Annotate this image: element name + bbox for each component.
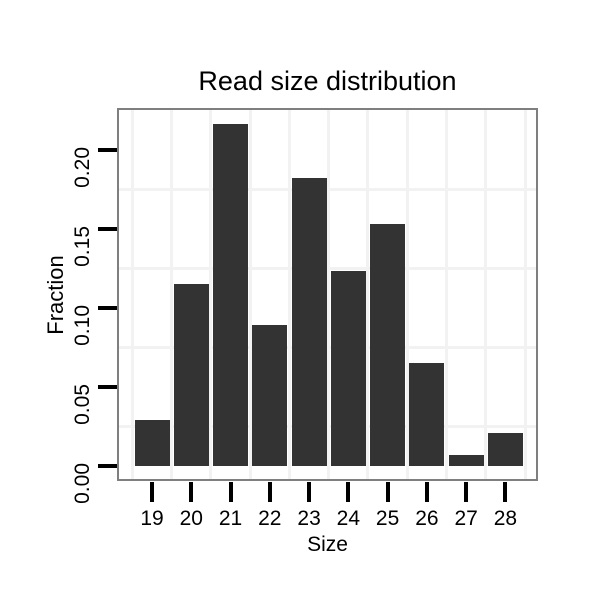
bar xyxy=(330,271,366,466)
x-tick xyxy=(150,482,154,502)
x-minor-gridline xyxy=(445,110,449,479)
x-tick-label: 24 xyxy=(336,507,361,530)
x-tick xyxy=(424,482,429,502)
bar xyxy=(448,455,484,466)
x-minor-gridline xyxy=(287,110,291,479)
x-tick xyxy=(464,482,469,502)
x-minor-gridline xyxy=(209,110,213,479)
x-minor-gridline xyxy=(484,110,488,479)
x-tick-label: 20 xyxy=(179,507,203,530)
x-tick xyxy=(346,482,351,502)
x-minor-gridline xyxy=(130,110,134,479)
chart-title: Read size distribution xyxy=(198,66,457,96)
x-tick-label: 19 xyxy=(140,507,164,530)
y-tick-label-text: 0.00 xyxy=(71,463,94,504)
bar xyxy=(370,224,406,466)
x-tick xyxy=(267,482,272,502)
x-axis-title: Size xyxy=(307,533,348,556)
x-minor-gridline xyxy=(366,110,370,479)
x-tick-label: 23 xyxy=(297,507,321,530)
bar xyxy=(252,325,288,466)
x-tick-label: 21 xyxy=(218,507,243,530)
plot-panel-border xyxy=(117,108,538,481)
x-minor-gridline xyxy=(248,110,252,479)
y-tick xyxy=(98,226,117,231)
x-tick-label: 25 xyxy=(375,507,400,530)
y-tick xyxy=(98,384,117,389)
x-tick xyxy=(385,482,390,502)
y-tick-label-text: 0.20 xyxy=(71,146,94,188)
y-tick xyxy=(98,464,117,468)
x-tick-label: 28 xyxy=(493,507,518,530)
x-tick xyxy=(307,482,312,502)
bar xyxy=(173,284,209,466)
x-tick xyxy=(228,482,233,502)
y-tick xyxy=(98,147,117,152)
y-tick-label-text: 0.05 xyxy=(71,383,94,425)
y-tick xyxy=(98,305,117,310)
x-minor-gridline xyxy=(523,110,527,479)
bar xyxy=(409,363,445,466)
x-tick-label: 27 xyxy=(454,507,478,530)
x-tick xyxy=(189,482,194,502)
y-tick-label-text: 0.10 xyxy=(71,304,94,346)
bar xyxy=(291,178,327,466)
bar xyxy=(213,124,249,466)
x-tick xyxy=(503,482,508,502)
x-minor-gridline xyxy=(327,110,331,479)
bar xyxy=(487,433,523,466)
x-tick-label: 26 xyxy=(415,507,439,530)
x-minor-gridline xyxy=(170,110,174,479)
y-axis-title-text: Fraction xyxy=(43,255,68,335)
bar xyxy=(134,420,170,466)
x-minor-gridline xyxy=(405,110,409,479)
y-tick-label-text: 0.15 xyxy=(71,225,94,267)
x-tick-label: 22 xyxy=(258,507,282,530)
